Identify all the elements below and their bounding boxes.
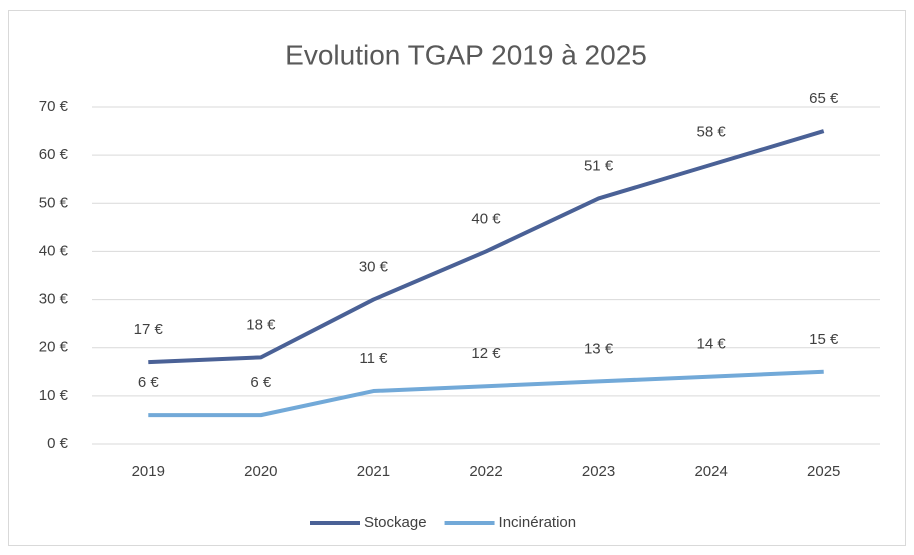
x-tick-label: 2021	[357, 463, 390, 480]
x-tick-label: 2022	[469, 463, 502, 480]
x-tick-label: 2019	[132, 463, 165, 480]
data-label: 13 €	[584, 340, 614, 357]
y-tick-label: 50 €	[39, 194, 69, 211]
x-tick-label: 2020	[244, 463, 277, 480]
legend-label: Stockage	[364, 514, 427, 531]
data-label: 30 €	[359, 259, 389, 276]
y-tick-label: 0 €	[47, 435, 69, 452]
y-tick-label: 70 €	[39, 98, 69, 115]
data-label: 51 €	[584, 157, 614, 174]
data-label: 58 €	[697, 124, 727, 141]
y-tick-label: 20 €	[39, 339, 69, 356]
data-label: 12 €	[471, 345, 501, 362]
y-tick-label: 30 €	[39, 291, 69, 308]
data-label: 15 €	[809, 331, 839, 348]
data-label: 6 €	[250, 374, 272, 391]
x-tick-label: 2025	[807, 463, 840, 480]
data-label: 14 €	[697, 336, 727, 353]
chart-border	[8, 10, 906, 546]
x-tick-label: 2024	[694, 463, 727, 480]
y-tick-label: 40 €	[39, 242, 69, 259]
data-label: 18 €	[246, 316, 276, 333]
series-line	[148, 129, 825, 365]
y-tick-label: 10 €	[39, 387, 69, 404]
legend-label: Incinération	[499, 514, 577, 531]
y-tick-label: 60 €	[39, 146, 69, 163]
data-label: 11 €	[359, 350, 388, 367]
data-label: 65 €	[809, 90, 839, 107]
data-label: 6 €	[138, 374, 160, 391]
series-line	[148, 369, 824, 418]
data-label: 40 €	[471, 210, 501, 227]
chart-title: Evolution TGAP 2019 à 2025	[285, 39, 647, 70]
x-tick-label: 2023	[582, 463, 615, 480]
data-label: 17 €	[134, 321, 164, 338]
